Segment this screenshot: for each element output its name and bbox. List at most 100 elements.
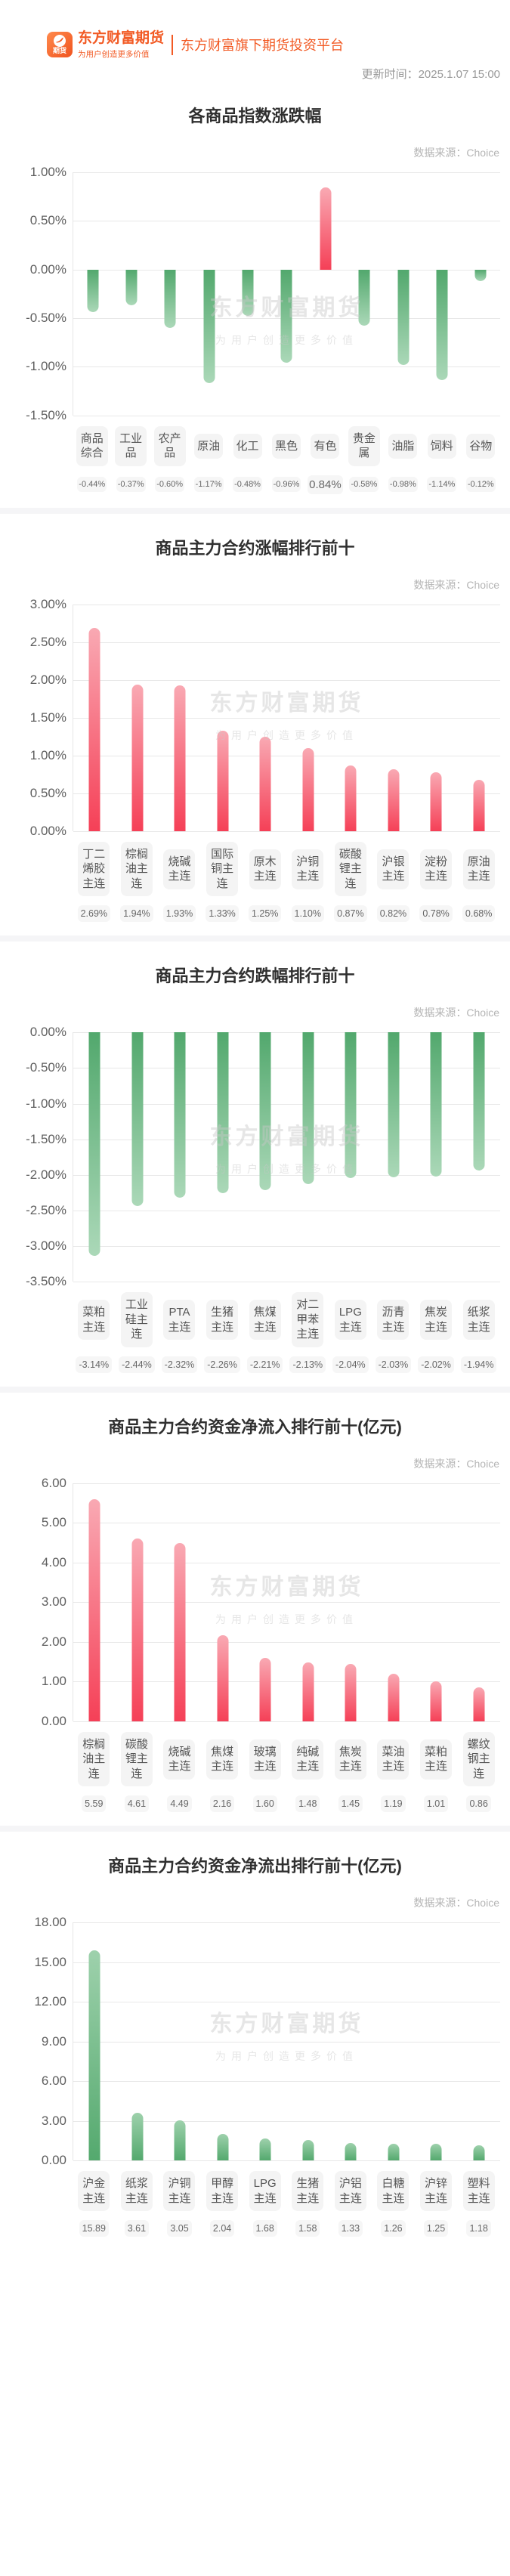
value-slot: 1.48 (286, 1795, 329, 1813)
category-label: 塑料主连 (462, 2171, 495, 2212)
value-label: 0.78% (419, 905, 453, 923)
value-label: -0.98% (388, 477, 418, 493)
value-slot: 2.69% (73, 905, 116, 923)
chart-title: 商品主力合约涨幅排行前十 (155, 538, 355, 558)
bar (88, 1499, 100, 1721)
gridline (73, 172, 500, 173)
y-tick-label: 2.00% (29, 672, 66, 687)
y-tick-label: -0.50% (26, 311, 66, 326)
bar-slot (329, 605, 372, 831)
category-slot: 沪铜主连 (158, 2171, 201, 2212)
category-slot: 纯碱主连 (286, 1739, 329, 1780)
category-label: LPG主连 (334, 1300, 366, 1341)
gridline (73, 1103, 500, 1105)
y-tick-label: -1.00% (26, 1096, 66, 1111)
category-label: 贵金属 (348, 425, 380, 466)
bar-slot (202, 605, 245, 831)
app-logo: 期货 (47, 32, 73, 58)
bar (345, 2143, 357, 2161)
bar (217, 2133, 229, 2161)
value-label: -1.17% (193, 477, 224, 493)
y-tick-label: 2.50% (29, 634, 66, 649)
value-label: 1.45 (338, 1795, 363, 1813)
value-slot: -2.26% (201, 1356, 244, 1373)
data-source-label: 数据来源：Choice (413, 1897, 499, 1910)
value-label: 0.68% (462, 905, 496, 923)
bar-slot (458, 1922, 501, 2161)
category-label: 菜油主连 (377, 1739, 410, 1780)
value-label: 1.25 (423, 2220, 449, 2237)
section-separator (0, 507, 510, 514)
bar (259, 1657, 271, 1721)
category-label: 农产品 (153, 425, 186, 466)
y-tick-label: 6.00 (41, 1475, 66, 1490)
bar (174, 1543, 186, 1721)
brand-divider (172, 34, 174, 55)
gridline (73, 1641, 500, 1643)
header: 期货 东方财富期货 为用户创造更多价值 东方财富旗下期货投资平台 更新时间：20… (0, 0, 510, 82)
category-label: 化工 (233, 433, 262, 459)
brand-row: 期货 东方财富期货 为用户创造更多价值 东方财富旗下期货投资平台 (0, 30, 510, 60)
category-slot: 焦煤主连 (243, 1300, 286, 1341)
gridline (73, 2120, 500, 2122)
value-label: 1.26 (381, 2220, 406, 2237)
value-label: 1.60 (252, 1795, 277, 1813)
value-slot: 1.60 (243, 1795, 286, 1813)
bar (125, 269, 138, 306)
bar-slot (159, 1483, 202, 1721)
bar-slot (372, 605, 416, 831)
bar (473, 1687, 485, 1721)
bar-slot (116, 1032, 159, 1282)
category-label: 丁二烯胶主连 (78, 841, 110, 897)
bar (430, 1032, 442, 1177)
bar-slot (202, 1922, 245, 2161)
category-label: 国际铜主连 (206, 841, 239, 897)
value-row: -3.14% -2.44% -2.32% -2.26% -2.21% -2.13% -2.0… (73, 1356, 500, 1373)
value-slot: 0.87% (329, 905, 372, 923)
plot-area: 东方财富期货 为用户创造更多价值 (73, 1483, 500, 1722)
bar (474, 269, 487, 282)
value-label: -2.26% (204, 1356, 240, 1373)
category-label: 菜粕主连 (78, 1300, 110, 1341)
bar (131, 1538, 144, 1721)
category-label: 油脂 (388, 433, 418, 459)
y-tick-label: 0.50% (29, 785, 66, 800)
value-label: -1.14% (427, 477, 457, 493)
logo-swoosh-icon (54, 35, 66, 48)
bar-slot (306, 172, 345, 416)
bar-slot (116, 605, 159, 831)
y-tick-label: -1.50% (26, 1131, 66, 1146)
data-source-label: 数据来源：Choice (413, 1457, 499, 1470)
category-slot: 生猪主连 (286, 2171, 329, 2212)
value-label: 4.61 (124, 1795, 150, 1813)
bar-slot (287, 1922, 330, 2161)
category-label: 沪铝主连 (334, 2171, 366, 2212)
bar (242, 269, 254, 317)
category-slot: 原油 (189, 433, 227, 459)
y-tick-label: 0.50% (29, 213, 66, 228)
value-slot: -0.58% (345, 477, 383, 493)
value-slot: 0.84% (306, 475, 345, 494)
value-label: -0.44% (77, 477, 107, 493)
value-slot: -1.14% (422, 477, 461, 493)
value-label: 4.49 (167, 1795, 192, 1813)
plot-area: 东方财富期货 为用户创造更多价值 (73, 1922, 501, 2162)
value-slot: -0.44% (73, 477, 111, 493)
category-slot: 烧碱主连 (158, 849, 201, 889)
value-label: 1.19 (381, 1795, 406, 1813)
value-slot: 1.18 (457, 2220, 500, 2237)
bar-slot (202, 1032, 245, 1282)
value-slot: 2.04 (201, 2220, 244, 2237)
category-label: 玻璃主连 (249, 1739, 281, 1780)
category-slot: 菜粕主连 (73, 1300, 116, 1341)
value-label: 1.68 (252, 2220, 277, 2237)
value-row: 5.59 4.61 4.49 2.16 1.60 1.48 1.45 1.19 1.01 0.86 (73, 1795, 500, 1813)
category-label: 沪金主连 (78, 2171, 110, 2212)
category-label: 碳酸锂主连 (120, 1731, 153, 1787)
bar-slot (267, 172, 306, 416)
category-slot: 饲料 (422, 433, 461, 459)
category-slot: 农产品 (150, 425, 189, 466)
bar (473, 779, 485, 831)
category-slot: 对二甲苯主连 (286, 1292, 329, 1347)
category-label: 生猪主连 (206, 1300, 239, 1341)
